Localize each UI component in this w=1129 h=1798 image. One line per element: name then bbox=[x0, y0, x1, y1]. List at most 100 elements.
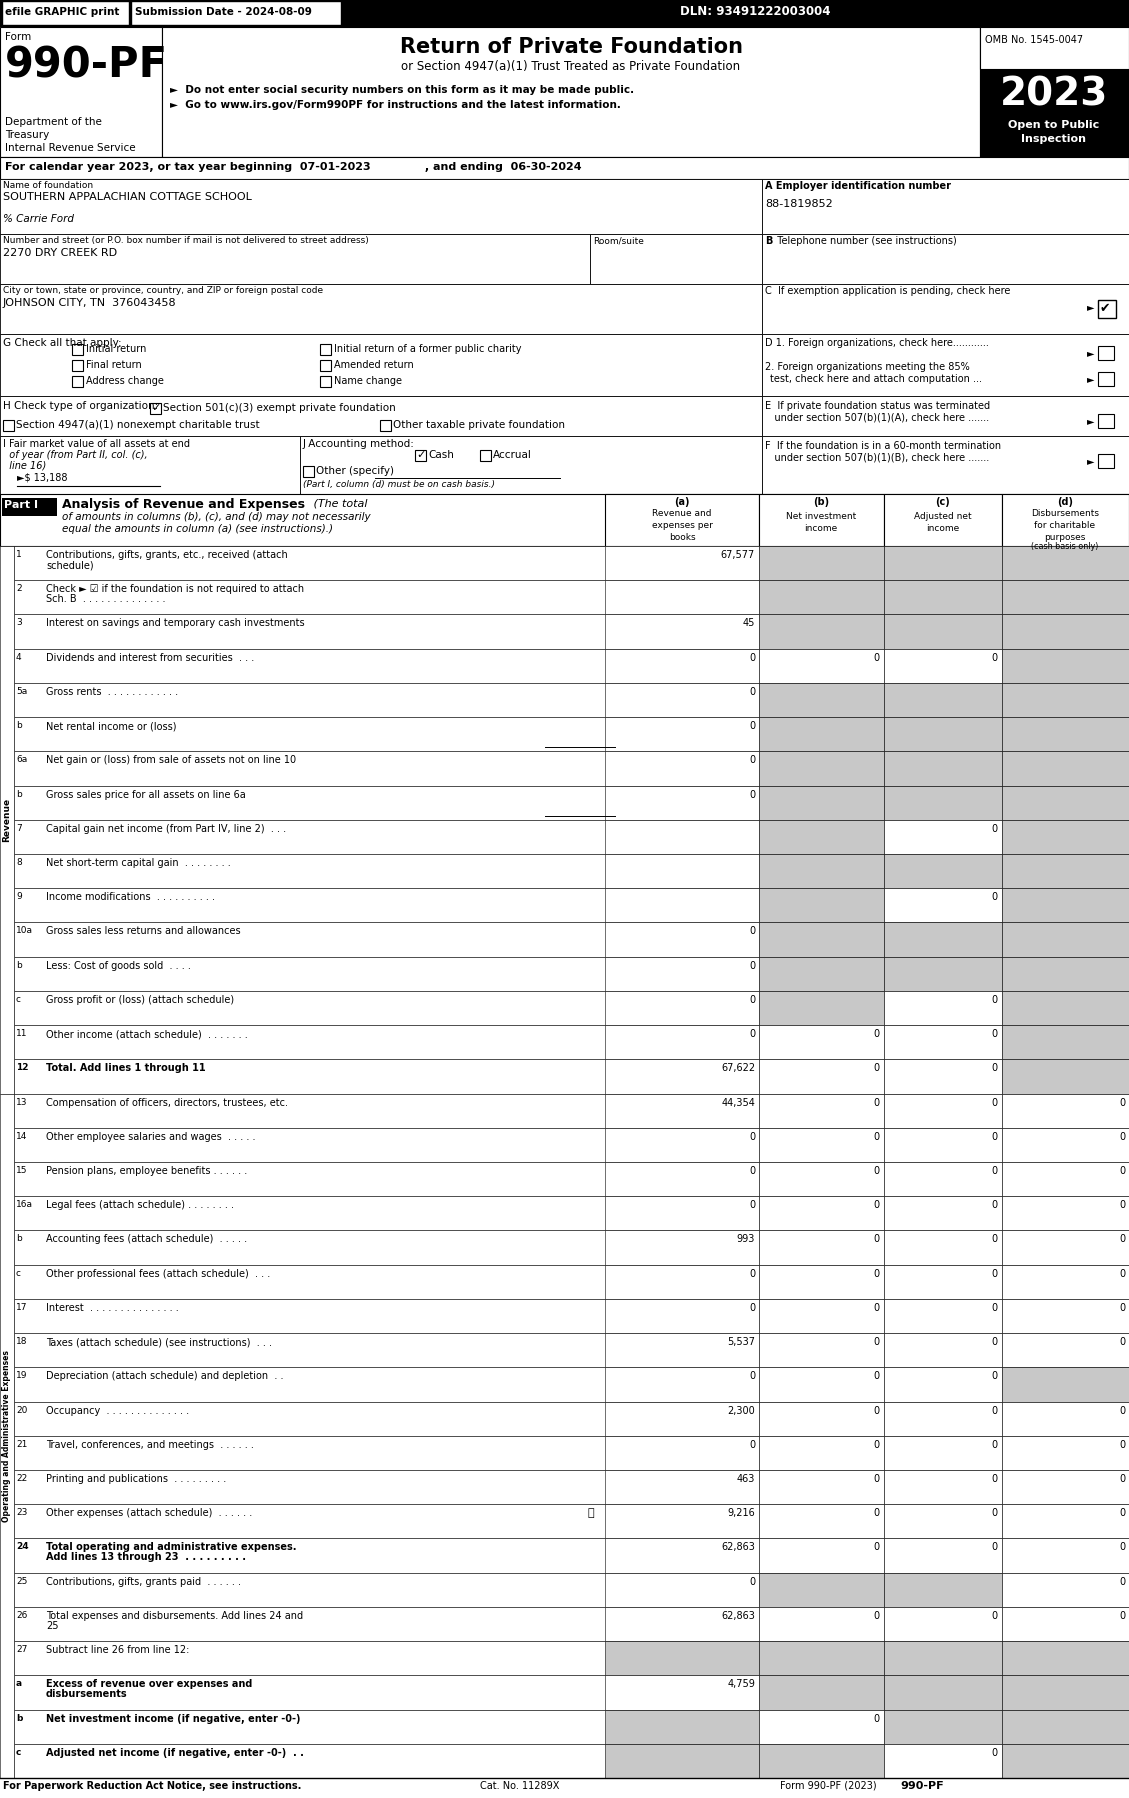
Bar bbox=[14, 1505, 1129, 1539]
Bar bbox=[884, 1710, 1003, 1744]
Text: 0: 0 bbox=[874, 1406, 879, 1415]
Bar bbox=[14, 1607, 1129, 1642]
Text: Compensation of officers, directors, trustees, etc.: Compensation of officers, directors, tru… bbox=[46, 1097, 288, 1108]
Text: H Check type of organization:: H Check type of organization: bbox=[3, 401, 158, 412]
Text: Total operating and administrative expenses.: Total operating and administrative expen… bbox=[46, 1543, 297, 1552]
Bar bbox=[14, 888, 1129, 922]
Text: for charitable: for charitable bbox=[1034, 521, 1095, 530]
Text: b: b bbox=[16, 1713, 23, 1722]
Text: Accrual: Accrual bbox=[493, 450, 532, 460]
Bar bbox=[605, 1402, 759, 1437]
Text: Department of the: Department of the bbox=[5, 117, 102, 128]
Text: under section 507(b)(1)(A), check here .......: under section 507(b)(1)(A), check here .… bbox=[765, 414, 989, 423]
Text: Other professional fees (attach schedule)  . . .: Other professional fees (attach schedule… bbox=[46, 1269, 270, 1278]
Text: 0: 0 bbox=[874, 1063, 879, 1073]
Text: of year (from Part II, col. (c),: of year (from Part II, col. (c), bbox=[3, 450, 148, 460]
Text: 18: 18 bbox=[16, 1338, 27, 1347]
Text: Interest  . . . . . . . . . . . . . . .: Interest . . . . . . . . . . . . . . . bbox=[46, 1304, 178, 1313]
Text: Other employee salaries and wages  . . . . .: Other employee salaries and wages . . . … bbox=[46, 1131, 255, 1142]
Text: Inspection: Inspection bbox=[1022, 135, 1086, 144]
Text: Legal fees (attach schedule) . . . . . . . .: Legal fees (attach schedule) . . . . . .… bbox=[46, 1201, 234, 1210]
Bar bbox=[759, 1196, 884, 1230]
Bar bbox=[884, 683, 1003, 717]
Bar bbox=[762, 334, 1129, 396]
Text: 0: 0 bbox=[874, 653, 879, 663]
Bar bbox=[605, 547, 759, 581]
Bar bbox=[161, 27, 980, 156]
Bar bbox=[3, 421, 14, 432]
Bar bbox=[759, 615, 884, 649]
Text: 0: 0 bbox=[749, 1577, 755, 1586]
Text: 0: 0 bbox=[1119, 1269, 1124, 1278]
Text: 9,216: 9,216 bbox=[727, 1509, 755, 1518]
Bar bbox=[759, 1264, 884, 1298]
Bar bbox=[759, 1437, 884, 1471]
Text: Accounting fees (attach schedule)  . . . . .: Accounting fees (attach schedule) . . . … bbox=[46, 1235, 247, 1244]
Bar bbox=[1003, 547, 1129, 581]
Text: J Accounting method:: J Accounting method: bbox=[303, 439, 414, 450]
Text: 0: 0 bbox=[874, 1201, 879, 1210]
Bar bbox=[14, 1127, 1129, 1162]
Bar bbox=[605, 991, 759, 1025]
Bar bbox=[884, 1230, 1003, 1264]
Bar bbox=[605, 854, 759, 888]
Text: 10a: 10a bbox=[16, 926, 33, 935]
Bar bbox=[884, 1025, 1003, 1059]
Bar bbox=[1003, 1642, 1129, 1676]
Text: c: c bbox=[16, 994, 21, 1003]
Text: 0: 0 bbox=[874, 1028, 879, 1039]
Bar bbox=[1099, 372, 1114, 387]
Text: 0: 0 bbox=[992, 823, 998, 834]
Text: 0: 0 bbox=[992, 1440, 998, 1449]
Bar bbox=[0, 234, 590, 284]
Text: 0: 0 bbox=[874, 1097, 879, 1108]
Text: books: books bbox=[668, 532, 695, 541]
Bar bbox=[884, 717, 1003, 752]
Bar bbox=[884, 1744, 1003, 1778]
Bar bbox=[1003, 1025, 1129, 1059]
Bar bbox=[759, 1471, 884, 1505]
Text: 0: 0 bbox=[749, 1440, 755, 1449]
Bar bbox=[762, 180, 1129, 234]
Text: 0: 0 bbox=[992, 1543, 998, 1552]
Text: 993: 993 bbox=[736, 1235, 755, 1244]
Text: 0: 0 bbox=[749, 1201, 755, 1210]
Text: 990-PF: 990-PF bbox=[5, 43, 168, 86]
Text: 0: 0 bbox=[1119, 1406, 1124, 1415]
Text: Internal Revenue Service: Internal Revenue Service bbox=[5, 144, 135, 153]
Text: Room/suite: Room/suite bbox=[593, 236, 644, 245]
Bar bbox=[72, 343, 84, 354]
Bar bbox=[759, 1162, 884, 1196]
Text: or Section 4947(a)(1) Trust Treated as Private Foundation: or Section 4947(a)(1) Trust Treated as P… bbox=[402, 59, 741, 74]
Bar bbox=[605, 1437, 759, 1471]
Bar bbox=[1003, 1505, 1129, 1539]
Bar bbox=[0, 547, 14, 1093]
Bar bbox=[884, 820, 1003, 854]
Text: 0: 0 bbox=[874, 1713, 879, 1724]
Text: 0: 0 bbox=[749, 994, 755, 1005]
Text: Depreciation (attach schedule) and depletion  . .: Depreciation (attach schedule) and deple… bbox=[46, 1372, 283, 1381]
Text: ✔: ✔ bbox=[1100, 302, 1111, 315]
Bar bbox=[1003, 1366, 1129, 1402]
Bar bbox=[759, 957, 884, 991]
Bar bbox=[884, 786, 1003, 820]
Bar bbox=[605, 649, 759, 683]
Text: E  If private foundation status was terminated: E If private foundation status was termi… bbox=[765, 401, 990, 412]
Text: ►: ► bbox=[1087, 374, 1094, 385]
Text: 88-1819852: 88-1819852 bbox=[765, 200, 833, 209]
Bar bbox=[605, 581, 759, 615]
Text: Adjusted net: Adjusted net bbox=[914, 512, 972, 521]
Bar bbox=[884, 1196, 1003, 1230]
Text: Number and street (or P.O. box number if mail is not delivered to street address: Number and street (or P.O. box number if… bbox=[3, 236, 369, 245]
Bar bbox=[605, 1093, 759, 1127]
Text: 0: 0 bbox=[874, 1165, 879, 1176]
Bar bbox=[415, 450, 426, 460]
Bar bbox=[605, 820, 759, 854]
Bar bbox=[150, 403, 161, 414]
Text: Sch. B  . . . . . . . . . . . . . .: Sch. B . . . . . . . . . . . . . . bbox=[46, 593, 166, 604]
Text: 0: 0 bbox=[749, 926, 755, 937]
Bar bbox=[605, 1366, 759, 1402]
Bar bbox=[1003, 1127, 1129, 1162]
Bar bbox=[884, 1471, 1003, 1505]
Bar bbox=[0, 284, 762, 334]
